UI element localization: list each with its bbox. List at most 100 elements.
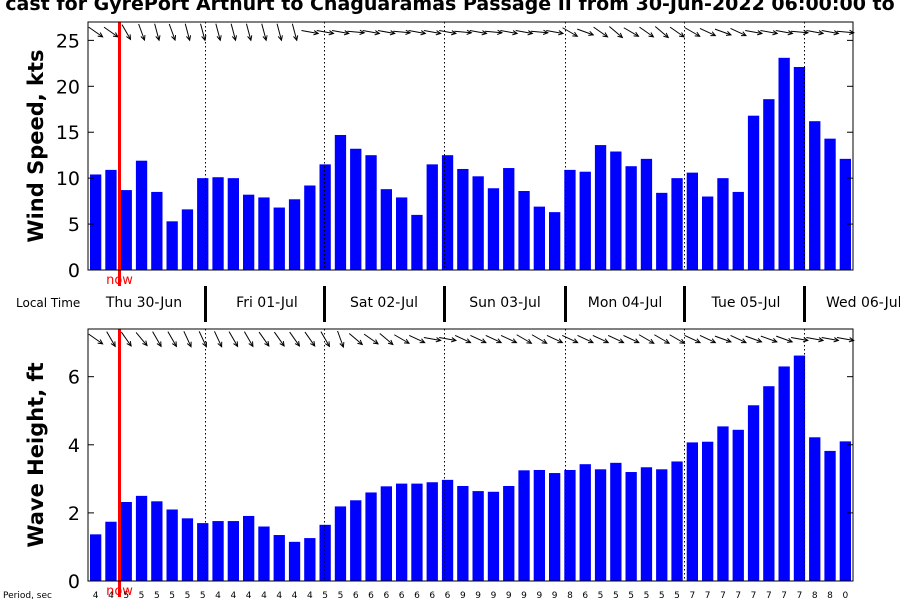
wind-bar (426, 164, 438, 270)
wave-bar (258, 526, 270, 581)
wind-direction-arrow (684, 27, 701, 37)
y-tick-label: 25 (56, 30, 80, 52)
wind-direction-arrow (484, 29, 504, 35)
now-label: now (106, 273, 133, 288)
wind-direction-arrow (593, 26, 609, 38)
wind-bar (472, 176, 484, 270)
wind-bar (686, 172, 698, 270)
wind-bar (610, 151, 622, 270)
wind-direction-arrow (775, 30, 794, 36)
wave-bar (656, 469, 668, 581)
wind-bar (503, 168, 515, 270)
wind-direction-arrow (654, 26, 670, 39)
wave-bar (671, 461, 683, 581)
period-value: 9 (491, 591, 497, 600)
wind-direction-arrow (699, 27, 717, 37)
wind-direction-arrow (790, 29, 810, 35)
wave-direction-arrow (394, 334, 411, 344)
wind-direction-arrow (714, 28, 733, 36)
day-label: Thu 30-Jun (105, 295, 182, 311)
wave-bar (90, 534, 102, 581)
period-value: 4 (261, 591, 267, 600)
now-label: now (106, 584, 133, 599)
wind-bar (288, 199, 301, 270)
wind-bar (90, 174, 102, 270)
wave-bar (518, 470, 530, 581)
period-value: 5 (338, 591, 344, 600)
wind-bar (732, 191, 744, 270)
y-tick-label: 10 (56, 168, 80, 190)
wave-bar (487, 491, 500, 581)
wave-direction-arrow (546, 334, 564, 344)
wave-direction-arrow (562, 334, 579, 344)
wave-bar (288, 541, 301, 581)
wave-direction-arrow (836, 337, 855, 343)
wind-bar (549, 212, 561, 270)
day-label: Wed 06-Jul (826, 295, 900, 311)
wind-bar (533, 206, 545, 270)
wave-bar (319, 524, 331, 581)
wave-bar (227, 521, 239, 581)
wind-bar (380, 189, 392, 270)
period-value: 8 (827, 591, 833, 600)
period-value: 5 (200, 591, 206, 600)
y-tick-label: 4 (68, 435, 80, 457)
day-label: Sat 02-Jul (350, 295, 418, 311)
wind-bar (396, 197, 408, 270)
wind-direction-arrow (362, 30, 381, 36)
wave-bar (809, 437, 821, 581)
wave-direction-arrow (623, 334, 640, 344)
wave-direction-arrow (198, 331, 207, 348)
wave-direction-arrow (516, 334, 533, 344)
wave-direction-arrow (470, 334, 487, 344)
wave-direction-arrow (379, 333, 394, 346)
wind-bar (671, 178, 683, 270)
wave-axis-title: Wave Height, ft (24, 362, 48, 547)
wave-direction-arrow (730, 334, 747, 344)
wave-plot-frame (87, 328, 854, 582)
period-value: 7 (705, 591, 711, 600)
period-value: 5 (322, 591, 328, 600)
wind-bar (212, 177, 224, 270)
wind-direction-arrow (103, 26, 119, 38)
wave-direction-arrow (348, 333, 364, 346)
wave-bar (411, 483, 423, 581)
period-value: 6 (368, 591, 374, 600)
wave-direction-arrow (258, 331, 270, 347)
wave-direction-arrow (806, 337, 825, 343)
wind-bar (135, 160, 148, 270)
wind-direction-arrow (154, 23, 161, 42)
wave-bar (564, 469, 576, 581)
wave-bar (181, 518, 194, 581)
wind-direction-arrow (377, 30, 396, 36)
wave-bar (334, 506, 347, 581)
y-tick-label: 20 (56, 76, 80, 98)
period-value: 4 (307, 591, 313, 600)
wind-direction-arrow (331, 30, 350, 36)
wave-bar (135, 495, 148, 581)
period-value: 9 (506, 591, 512, 600)
wind-bar (304, 185, 316, 270)
y-tick-label: 0 (68, 260, 80, 282)
period-value: 6 (414, 591, 420, 600)
wind-bar (518, 191, 530, 270)
period-value: 5 (185, 591, 191, 600)
wind-direction-arrow (730, 27, 747, 37)
wind-bar (809, 121, 821, 270)
wave-bar (365, 492, 377, 581)
wave-direction-arrow (638, 334, 655, 344)
period-value: 4 (292, 591, 298, 600)
wind-direction-arrow (347, 29, 366, 35)
wind-bar (441, 155, 454, 270)
wind-bar (702, 196, 714, 270)
wave-direction-arrow (485, 334, 503, 344)
local-time-label: Local Time (16, 296, 80, 310)
wave-bar (549, 473, 561, 581)
wave-direction-arrow (699, 334, 717, 344)
wind-direction-arrow (821, 30, 840, 36)
wave-direction-arrow (500, 334, 518, 344)
wave-direction-arrow (214, 331, 223, 348)
wind-bar (457, 168, 469, 270)
period-value: 7 (720, 591, 726, 600)
